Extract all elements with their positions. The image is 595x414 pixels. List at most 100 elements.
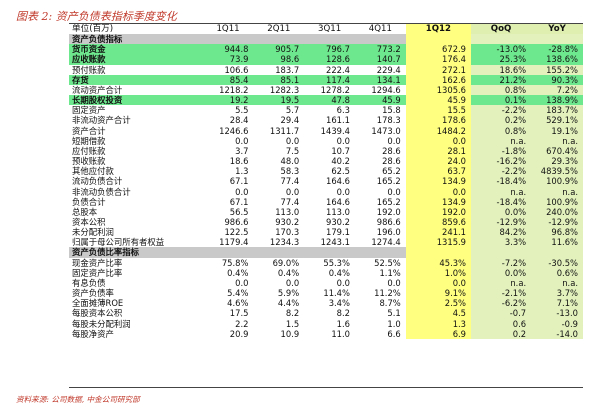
row-label: 全面摊薄ROE bbox=[72, 298, 124, 309]
cell-1q11: 0.0 bbox=[235, 186, 249, 197]
row-label: 每股资本公积 bbox=[72, 308, 123, 319]
table-row: 总股本 56.5 113.0 113.0 192.0 192.0 0.0% 240.0% bbox=[69, 206, 583, 217]
cell-2q11: 183.7 bbox=[275, 64, 300, 75]
row-label: 应收账款 bbox=[69, 54, 203, 65]
cell-2q11: 85.1 bbox=[253, 74, 305, 85]
cell-qoq: 0.0% bbox=[471, 267, 532, 278]
cell-yoy: -28.8% bbox=[531, 44, 583, 55]
cell-3q11: 930.2 bbox=[325, 216, 350, 227]
cell-qoq: 0.8% bbox=[471, 125, 532, 136]
header-1q12: 1Q12 bbox=[405, 24, 472, 35]
row-label: 未分配利润 bbox=[72, 227, 114, 238]
table-row: 负债合计 67.1 77.4 164.6 165.2 134.9 -18.4% 100.9% bbox=[69, 196, 583, 207]
header-qoq: QoQ bbox=[471, 24, 532, 35]
table-row: 全面摊薄ROE 4.6% 4.4% 3.4% 8.7% 2.5% -6.2% 7.1% bbox=[69, 298, 583, 309]
cell-4q11: 45.9 bbox=[354, 95, 406, 106]
cell-1q11: 944.8 bbox=[202, 44, 254, 55]
section-header-row: 资产负债比率指标 bbox=[69, 247, 583, 258]
cell-4q11: 8.7% bbox=[379, 298, 401, 309]
cell-4q11: 0.0 bbox=[387, 186, 401, 197]
cell-1q12: 134.9 bbox=[405, 176, 472, 187]
cell-qoq: 3.3% bbox=[471, 237, 532, 248]
cell-qoq: -13.0% bbox=[471, 44, 532, 55]
cell-4q11: 773.2 bbox=[354, 44, 406, 55]
table-row: 资产负债率 5.4% 5.9% 11.4% 11.2% 9.1% -2.1% 3.7% bbox=[69, 288, 583, 299]
cell-qoq: 0.6 bbox=[471, 318, 532, 329]
table-row: 其他应付款 1.3 58.3 62.5 65.2 63.7 -2.2% 4839.5% bbox=[69, 166, 583, 177]
cell-qoq: 84.2% bbox=[471, 227, 532, 238]
cell-qoq: 0.1% bbox=[471, 95, 532, 106]
top-rule bbox=[69, 23, 583, 24]
table-row: 固定资产比率 0.4% 0.4% 0.4% 1.1% 1.0% 0.0% 0.6% bbox=[69, 267, 583, 278]
cell-3q11: 1439.4 bbox=[320, 125, 350, 136]
cell-yoy: 19.1% bbox=[531, 125, 583, 136]
cell-4q11: 196.0 bbox=[376, 227, 401, 238]
row-label: 应付账款 bbox=[72, 145, 106, 156]
cell-qoq: -0.7 bbox=[471, 308, 532, 319]
cell-1q12 bbox=[405, 247, 472, 258]
header-unit: 单位(百万) bbox=[72, 24, 114, 34]
cell-4q11: 6.6 bbox=[387, 328, 401, 339]
header-yoy: YoY bbox=[531, 24, 583, 35]
cell-2q11: 48.0 bbox=[280, 156, 300, 167]
cell-4q11: 1274.4 bbox=[371, 237, 401, 248]
cell-4q11 bbox=[354, 34, 406, 45]
cell-1q12: 24.0 bbox=[405, 156, 472, 167]
cell-1q12: 28.1 bbox=[405, 145, 472, 157]
cell-4q11: 1.0 bbox=[387, 318, 401, 329]
cell-yoy: 100.9% bbox=[531, 196, 583, 207]
cell-3q11: 161.1 bbox=[325, 115, 350, 126]
row-label: 固定资产 bbox=[72, 105, 106, 116]
cell-3q11: 47.8 bbox=[304, 95, 355, 106]
cell-1q12: 0.0 bbox=[405, 277, 472, 289]
cell-3q11: 62.5 bbox=[331, 166, 350, 177]
cell-1q12: 162.6 bbox=[405, 74, 472, 85]
header-1q11: 1Q11 bbox=[216, 24, 240, 34]
row-label: 资产负债比率指标 bbox=[69, 247, 203, 258]
cell-yoy: 96.8% bbox=[531, 227, 583, 238]
cell-qoq: 0.8% bbox=[471, 84, 532, 96]
cell-2q11: 905.7 bbox=[253, 44, 305, 55]
cell-2q11: 5.7 bbox=[285, 105, 300, 116]
row-label: 有息负债 bbox=[72, 277, 106, 288]
cell-1q11: 4.6% bbox=[227, 298, 249, 309]
row-label: 短期借款 bbox=[72, 135, 106, 146]
cell-yoy bbox=[531, 34, 583, 45]
cell-3q11 bbox=[304, 247, 355, 258]
cell-2q11: 19.5 bbox=[253, 95, 305, 106]
cell-yoy: 0.6% bbox=[531, 267, 583, 278]
cell-yoy: 3.7% bbox=[531, 288, 583, 299]
cell-2q11: 930.2 bbox=[275, 216, 300, 227]
cell-4q11: 0.0 bbox=[387, 135, 401, 146]
cell-2q11: 0.0 bbox=[285, 186, 300, 197]
cell-1q11: 986.6 bbox=[224, 216, 249, 227]
cell-2q11: 0.0 bbox=[285, 135, 300, 146]
cell-3q11: 1243.1 bbox=[320, 237, 350, 248]
cell-1q11: 122.5 bbox=[224, 227, 249, 238]
row-label: 负债合计 bbox=[72, 196, 106, 207]
cell-yoy: 138.6% bbox=[531, 54, 583, 65]
cell-4q11: 28.6 bbox=[382, 145, 401, 156]
cell-3q11: 164.6 bbox=[325, 176, 350, 187]
row-label: 长期股权投资 bbox=[69, 95, 203, 106]
table-row: 长期股权投资 19.2 19.5 47.8 45.9 45.9 0.1% 138.9% bbox=[69, 95, 583, 106]
cell-4q11 bbox=[354, 247, 406, 258]
cell-yoy: 11.6% bbox=[531, 237, 583, 248]
cell-1q11: 0.0 bbox=[235, 135, 249, 146]
cell-3q11: 113.0 bbox=[325, 206, 350, 217]
cell-qoq: 18.6% bbox=[471, 64, 532, 75]
cell-1q11: 1.3 bbox=[235, 166, 249, 177]
cell-1q11: 67.1 bbox=[229, 176, 249, 187]
cell-2q11 bbox=[253, 34, 305, 45]
cell-2q11: 7.5 bbox=[285, 145, 300, 156]
cell-yoy: -14.0 bbox=[531, 328, 583, 339]
cell-3q11: 222.4 bbox=[325, 64, 350, 75]
cell-qoq: -16.2% bbox=[471, 156, 532, 167]
cell-2q11: 170.3 bbox=[275, 227, 300, 238]
table-row: 每股未分配利润 2.2 1.5 1.6 1.0 1.3 0.6 -0.9 bbox=[69, 318, 583, 329]
cell-1q11 bbox=[202, 247, 254, 258]
cell-yoy: -12.9% bbox=[531, 216, 583, 228]
row-label: 资产负债指标 bbox=[69, 34, 203, 45]
cell-qoq: 0.2% bbox=[471, 115, 532, 126]
cell-qoq: -12.9% bbox=[471, 216, 532, 228]
